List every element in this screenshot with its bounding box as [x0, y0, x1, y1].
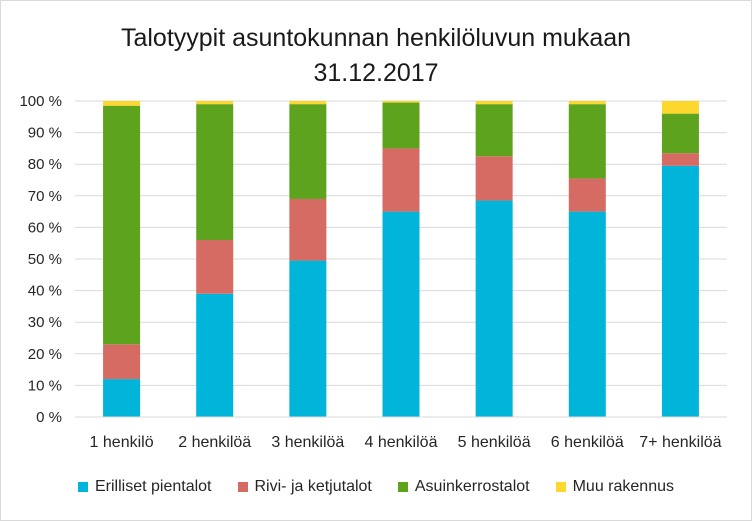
stacked-bar-chart: 0 % 10 % 20 % 30 % 40 % 50 % 60 % 70 % 80 % 90 % 1… [19, 93, 727, 451]
legend: Erilliset pientalot Rivi- ja ketjutalot As… [0, 478, 752, 496]
bar-segment [196, 104, 234, 241]
x-category-label: 4 henkilöä [365, 434, 438, 451]
legend-swatch [78, 482, 88, 492]
bar-segment [196, 240, 234, 294]
legend-swatch [397, 482, 408, 492]
legend-label: Muu rakennus [572, 478, 674, 495]
bar-segment [289, 101, 327, 105]
y-tick-label: 20 % [28, 346, 62, 363]
bar-segment [382, 148, 420, 212]
y-tick-label: 90 % [28, 125, 62, 142]
bar-segment [661, 113, 699, 154]
bar-segment [382, 101, 420, 103]
legend-item: Asuinkerrostalot [397, 478, 530, 496]
chart-subtitle-date: 31.12.2017 [313, 59, 439, 87]
bar-segment [475, 104, 513, 157]
legend-swatch [555, 482, 566, 492]
bars [103, 101, 699, 417]
bar-segment [196, 101, 234, 105]
x-category-label: 1 henkilö [90, 434, 154, 451]
bar-segment [475, 156, 513, 201]
legend-label: Rivi- ja ketjutalot [254, 478, 372, 495]
bar-segment [103, 344, 141, 380]
legend-label: Erilliset pientalot [95, 478, 212, 495]
bar-segment [661, 101, 699, 114]
x-category-label: 5 henkilöä [458, 434, 531, 451]
bar-segment [289, 260, 327, 417]
y-tick-label: 80 % [28, 156, 62, 173]
x-axis-labels: 1 henkilö 2 henkilöä 3 henkilöä 4 henkilöä 5… [90, 434, 722, 451]
y-tick-label: 70 % [28, 188, 62, 205]
bar-segment [382, 102, 420, 149]
x-category-label: 3 henkilöä [271, 434, 344, 451]
bar-segment [289, 198, 327, 261]
bar-segment [568, 101, 606, 105]
bar-segment [103, 105, 141, 345]
bar-segment [382, 211, 420, 417]
legend-item: Erilliset pientalot [78, 478, 212, 496]
y-tick-label: 10 % [28, 377, 62, 394]
bar-segment [568, 104, 606, 179]
bar-segment [661, 165, 699, 417]
y-tick-label: 0 % [36, 409, 62, 426]
y-tick-label: 60 % [28, 219, 62, 236]
bar-segment [196, 293, 234, 417]
bar-segment [103, 379, 141, 417]
chart-title: Talotyypit asuntokunnan henkilöluvun muk… [120, 24, 632, 52]
y-tick-label: 100 % [19, 93, 62, 110]
legend-label: Asuinkerrostalot [414, 478, 530, 495]
bar-segment [568, 211, 606, 417]
x-category-label: 6 henkilöä [551, 434, 624, 451]
bar-segment [103, 101, 141, 106]
bar-segment [568, 178, 606, 212]
bar-segment [475, 101, 513, 105]
y-tick-label: 40 % [28, 283, 62, 300]
legend-swatch [237, 482, 248, 492]
y-tick-label: 50 % [28, 251, 62, 268]
legend-item: Muu rakennus [555, 478, 674, 496]
y-axis-ticks: 0 % 10 % 20 % 30 % 40 % 50 % 60 % 70 % 80 % 90 % 1… [19, 93, 62, 426]
bar-segment [661, 153, 699, 166]
legend-item: Rivi- ja ketjutalot [237, 478, 372, 496]
y-tick-label: 30 % [28, 314, 62, 331]
x-category-label: 7+ henkilöä [639, 434, 721, 451]
bar-segment [475, 200, 513, 417]
x-category-label: 2 henkilöä [178, 434, 251, 451]
bar-segment [289, 104, 327, 199]
